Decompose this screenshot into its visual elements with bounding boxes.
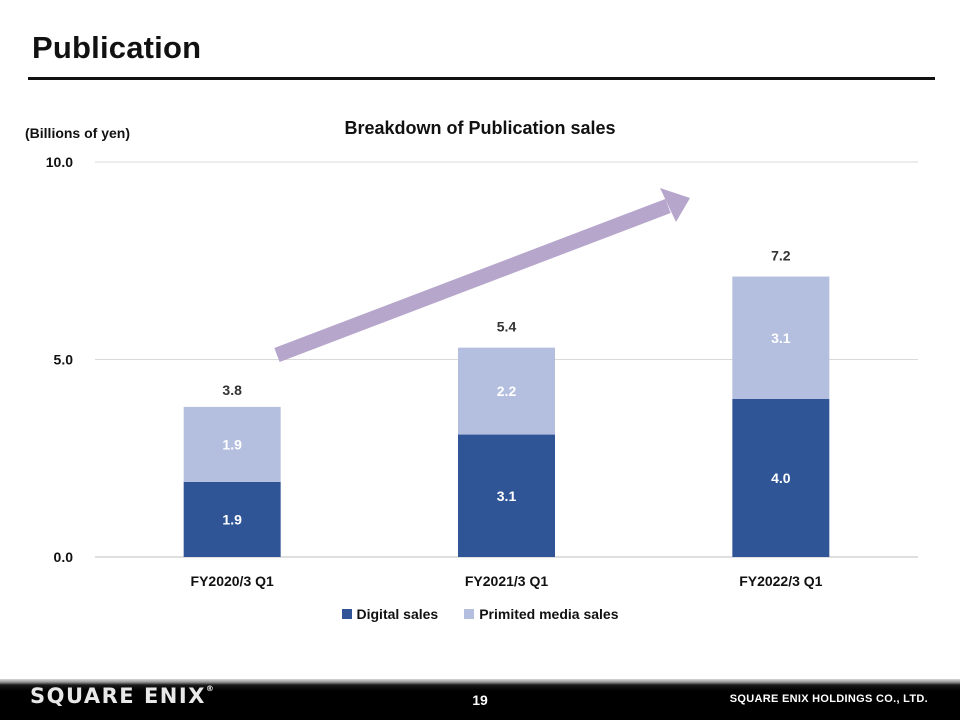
data-label-digital: 4.0: [771, 470, 791, 486]
bar-printed: [458, 347, 555, 435]
title-divider: [28, 77, 935, 80]
x-category-label: FY2021/3 Q1: [465, 573, 548, 589]
company-logo: SQUARE ENIX®: [30, 684, 215, 708]
total-label: 7.2: [771, 248, 791, 264]
bar-digital: [732, 399, 830, 557]
x-category-label: FY2020/3 Q1: [191, 573, 274, 589]
data-label-digital: 1.9: [222, 511, 242, 527]
x-category-label: FY2022/3 Q1: [739, 573, 822, 589]
page-number: 19: [472, 692, 488, 708]
bar-printed: [732, 276, 830, 399]
y-tick-label: 0.0: [54, 549, 74, 565]
data-label-printed: 2.2: [497, 383, 517, 399]
bar-digital: [458, 434, 555, 557]
total-label: 3.8: [222, 382, 242, 398]
chart-title: Breakdown of Publication sales: [344, 118, 616, 138]
legend-item-printed: Primited media sales: [464, 606, 619, 622]
logo-text: SQUARE ENIX: [30, 684, 206, 708]
data-label-digital: 3.1: [497, 488, 517, 504]
legend-label-digital: Digital sales: [356, 606, 439, 622]
data-label-printed: 1.9: [222, 436, 242, 452]
bar-printed: [183, 406, 281, 482]
bar-digital: [183, 481, 281, 557]
growth-arrow-head: [660, 188, 690, 222]
y-tick-label: 10.0: [46, 154, 73, 170]
footer-bar: [0, 679, 960, 720]
total-label: 5.4: [497, 319, 517, 335]
legend-swatch-printed: [464, 609, 475, 619]
growth-arrow-shaft: [274, 198, 671, 363]
legend-swatch-digital: [341, 609, 352, 619]
y-axis-unit-label: (Billions of yen): [25, 125, 130, 141]
data-label-printed: 3.1: [771, 330, 791, 346]
page-title: Publication: [32, 30, 202, 65]
y-tick-label: 5.0: [54, 352, 74, 368]
legend-item-digital: Digital sales: [341, 606, 439, 622]
registered-mark: ®: [205, 684, 216, 693]
chart-legend: Digital sales Primited media sales: [0, 606, 960, 622]
company-name: SQUARE ENIX HOLDINGS CO., LTD.: [729, 693, 928, 705]
legend-label-printed: Primited media sales: [479, 606, 619, 622]
